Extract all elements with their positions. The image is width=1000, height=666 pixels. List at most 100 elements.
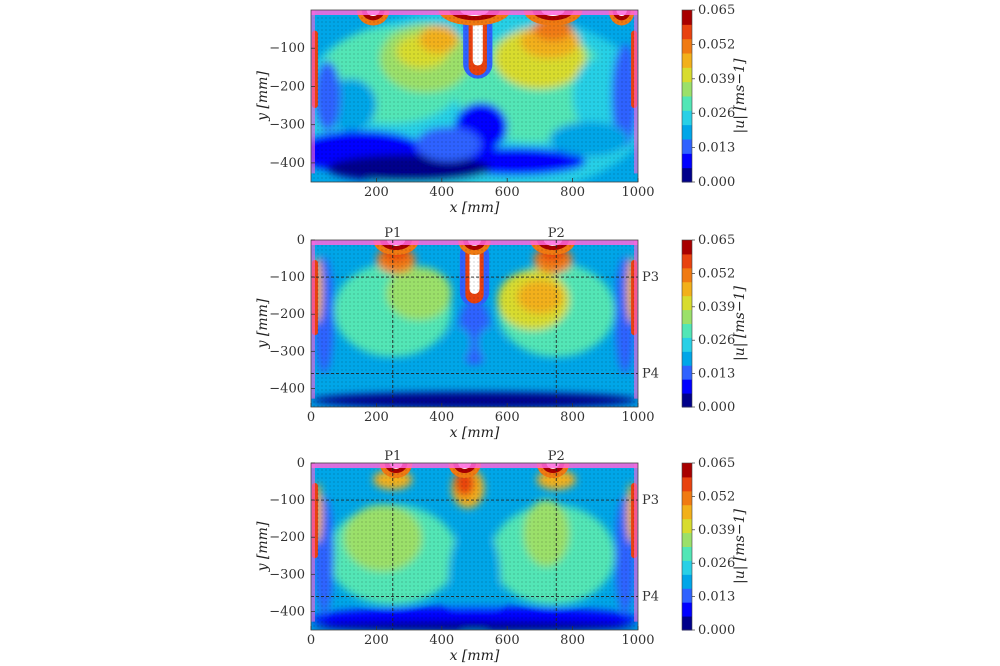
x-tick-label: 400 — [429, 410, 454, 425]
colorbar-swatch — [682, 10, 692, 25]
probe-label-p1: P1 — [384, 226, 401, 241]
contour-field — [311, 463, 638, 630]
y-tick-label: −200 — [269, 530, 305, 545]
x-tick-label: 800 — [560, 633, 585, 648]
panel-1: 200 400 600 800 1000 −100 −200 −300 −400 x [mm] y … — [255, 3, 748, 216]
colorbar-swatch — [682, 476, 692, 492]
colorbar-swatch — [682, 253, 692, 269]
plot-frame — [310, 462, 639, 631]
vector-dots — [311, 240, 638, 407]
x-tick-label: 1000 — [621, 633, 654, 648]
colorbar-tick-label: 0.039 — [698, 300, 735, 315]
y-tick-label: −400 — [269, 604, 305, 619]
y-tick-label: −100 — [269, 493, 305, 508]
colorbar-swatch — [682, 267, 692, 283]
colorbar-swatch — [682, 463, 692, 478]
colorbar-swatch — [682, 124, 692, 140]
x-axis-label: x [mm] — [450, 425, 500, 441]
y-tick-label: 0 — [297, 456, 305, 471]
x-tick-label: 800 — [560, 185, 585, 200]
y-axis-label: y [mm] — [255, 298, 271, 349]
colorbar-tick-label: 0.000 — [698, 175, 735, 190]
colorbar-tick-label: 0.065 — [698, 233, 735, 248]
colorbar-swatch — [682, 588, 692, 603]
colorbar-swatch — [682, 504, 692, 520]
colorbar-tick-label: 0.039 — [698, 523, 735, 538]
colorbar-swatch — [682, 393, 692, 408]
x-tick-label: 600 — [495, 633, 520, 648]
colorbar-swatch — [682, 546, 692, 561]
colorbar-swatch — [682, 490, 692, 506]
colorbar-tick-label: 0.039 — [698, 72, 735, 87]
boundary-markers — [311, 10, 638, 174]
y-axis-label: y [mm] — [255, 71, 271, 122]
colorbar-swatch — [682, 110, 692, 126]
colorbar-tick-label: 0.000 — [698, 400, 735, 415]
plot-frame — [310, 9, 639, 183]
y-tick-label: −400 — [269, 381, 305, 396]
colorbar-tick-label: 0.000 — [698, 623, 735, 638]
colorbar-tick-label: 0.052 — [698, 266, 735, 281]
y-tick-label: −300 — [269, 118, 305, 133]
colorbar-swatch — [682, 38, 692, 54]
colorbar: 0.065 0.052 0.039 0.026 0.013 0.000 |u| [ms−1] — [681, 456, 748, 638]
colorbar-swatch — [682, 281, 692, 297]
colorbar-swatch — [682, 337, 692, 352]
colorbar-tick-label: 0.052 — [698, 489, 735, 504]
colorbar-swatch — [682, 379, 692, 394]
colorbar-swatch — [682, 616, 692, 631]
panel-2: P1 P2 P3 P4 0 200 400 600 800 1000 0 −100 −200 −300 −4… — [255, 226, 748, 441]
colorbar-label: |u| [ms−1] — [732, 286, 748, 361]
colorbar-tick-label: 0.013 — [698, 367, 735, 382]
colorbar-tick-label: 0.026 — [698, 106, 735, 121]
panel-3: P1 P2 P3 P4 0 200 400 600 800 1000 0 −100 −200 −300 −4… — [255, 449, 748, 664]
colorbar-swatch — [682, 602, 692, 617]
y-tick-label: 0 — [297, 233, 305, 248]
probe-label-p3: P3 — [642, 270, 659, 285]
x-tick-label: 400 — [429, 185, 454, 200]
y-tick-label: −100 — [269, 41, 305, 56]
colorbar-tick-label: 0.026 — [698, 556, 735, 571]
y-tick-label: −200 — [269, 307, 305, 322]
y-tick-label: −300 — [269, 567, 305, 582]
x-axis-label: x [mm] — [450, 200, 500, 216]
colorbar: 0.065 0.052 0.039 0.026 0.013 0.000 |u| [ms−1] — [681, 3, 748, 190]
vector-dots — [311, 10, 638, 182]
colorbar-tick-label: 0.013 — [698, 141, 735, 156]
contour-field — [311, 240, 638, 407]
y-tick-label: −200 — [269, 79, 305, 94]
colorbar-swatch — [682, 240, 692, 255]
colorbar-label: |u| [ms−1] — [732, 58, 748, 133]
x-tick-label: 200 — [364, 633, 389, 648]
colorbar-swatch — [682, 309, 692, 324]
colorbar-swatch — [682, 574, 692, 589]
colorbar-swatch — [682, 295, 692, 311]
probe-label-p1: P1 — [384, 449, 401, 464]
probe-label-p4: P4 — [642, 367, 659, 382]
colorbar-swatch — [682, 53, 692, 68]
y-tick-label: −400 — [269, 156, 305, 171]
x-tick-label: 0 — [307, 633, 315, 648]
boundary-markers — [311, 463, 638, 622]
y-tick-label: −300 — [269, 344, 305, 359]
colorbar-tick-label: 0.065 — [698, 3, 735, 18]
colorbar-swatch — [682, 167, 692, 183]
boundary-markers — [311, 240, 638, 399]
probe-label-p4: P4 — [642, 590, 659, 605]
colorbar-tick-label: 0.013 — [698, 590, 735, 605]
colorbar-swatch — [682, 560, 692, 575]
x-tick-label: 600 — [495, 185, 520, 200]
x-axis-label: x [mm] — [450, 648, 500, 664]
contour-field — [311, 10, 638, 182]
x-tick-label: 200 — [364, 185, 389, 200]
colorbar-tick-label: 0.052 — [698, 37, 735, 52]
colorbar-swatch — [682, 518, 692, 534]
y-tick-label: −100 — [269, 270, 305, 285]
x-tick-label: 200 — [364, 410, 389, 425]
vector-dots — [311, 463, 638, 630]
probe-label-p3: P3 — [642, 493, 659, 508]
probe-label-p2: P2 — [548, 449, 565, 464]
colorbar-swatch — [682, 153, 692, 169]
colorbar-tick-label: 0.026 — [698, 333, 735, 348]
